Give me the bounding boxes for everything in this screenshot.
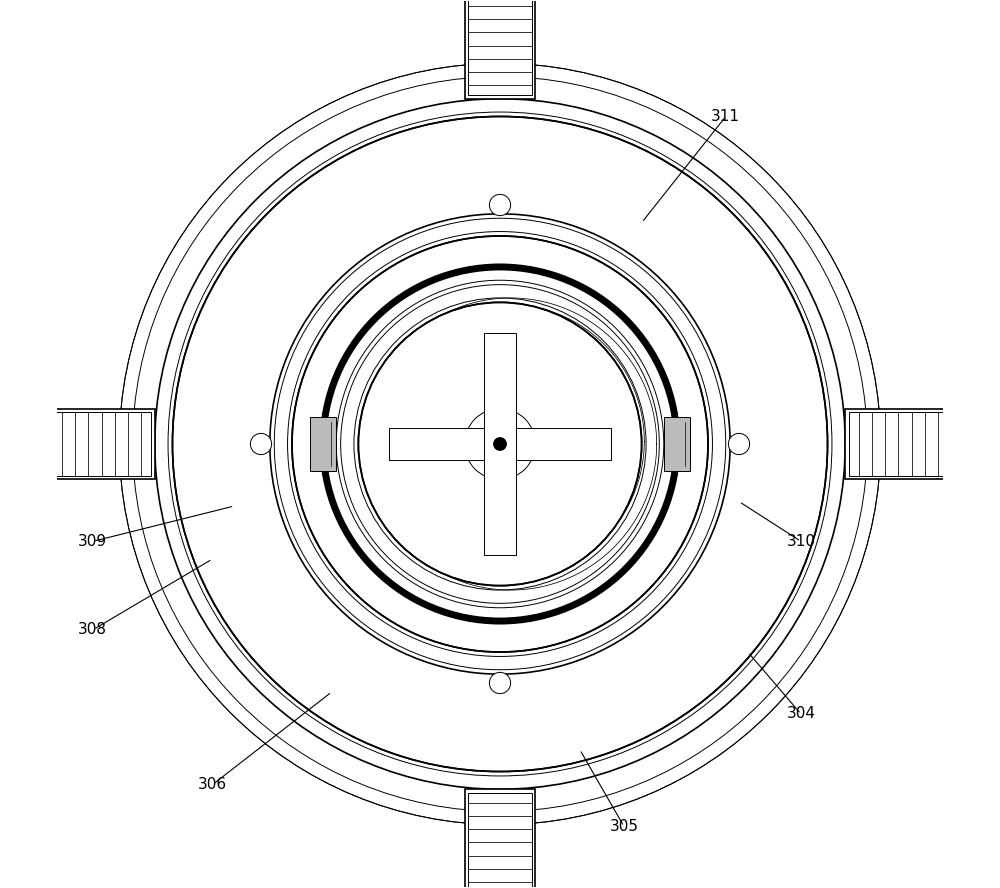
Text: 308: 308 xyxy=(78,622,107,638)
Bar xyxy=(52,412,151,476)
Bar xyxy=(849,412,948,476)
Bar xyxy=(484,333,516,555)
Bar xyxy=(310,417,336,471)
Circle shape xyxy=(119,63,881,825)
Text: 309: 309 xyxy=(78,534,107,549)
Text: 310: 310 xyxy=(786,534,815,549)
Circle shape xyxy=(155,99,845,789)
Circle shape xyxy=(336,281,664,607)
Bar xyxy=(465,0,535,99)
Bar xyxy=(664,417,690,471)
Circle shape xyxy=(494,438,506,450)
Circle shape xyxy=(465,408,535,480)
Bar xyxy=(49,408,155,480)
Text: 305: 305 xyxy=(609,819,638,834)
Circle shape xyxy=(728,433,750,455)
Circle shape xyxy=(489,672,511,694)
Bar xyxy=(468,0,532,95)
Bar xyxy=(468,793,532,888)
Circle shape xyxy=(292,236,708,652)
Circle shape xyxy=(358,303,642,585)
Text: 306: 306 xyxy=(198,777,227,792)
Text: 304: 304 xyxy=(786,707,815,721)
Bar xyxy=(389,428,611,460)
Circle shape xyxy=(172,116,828,772)
Bar xyxy=(465,789,535,888)
Bar xyxy=(845,408,951,480)
Circle shape xyxy=(489,194,511,216)
Circle shape xyxy=(270,214,730,674)
Circle shape xyxy=(250,433,272,455)
Text: 311: 311 xyxy=(711,109,740,124)
